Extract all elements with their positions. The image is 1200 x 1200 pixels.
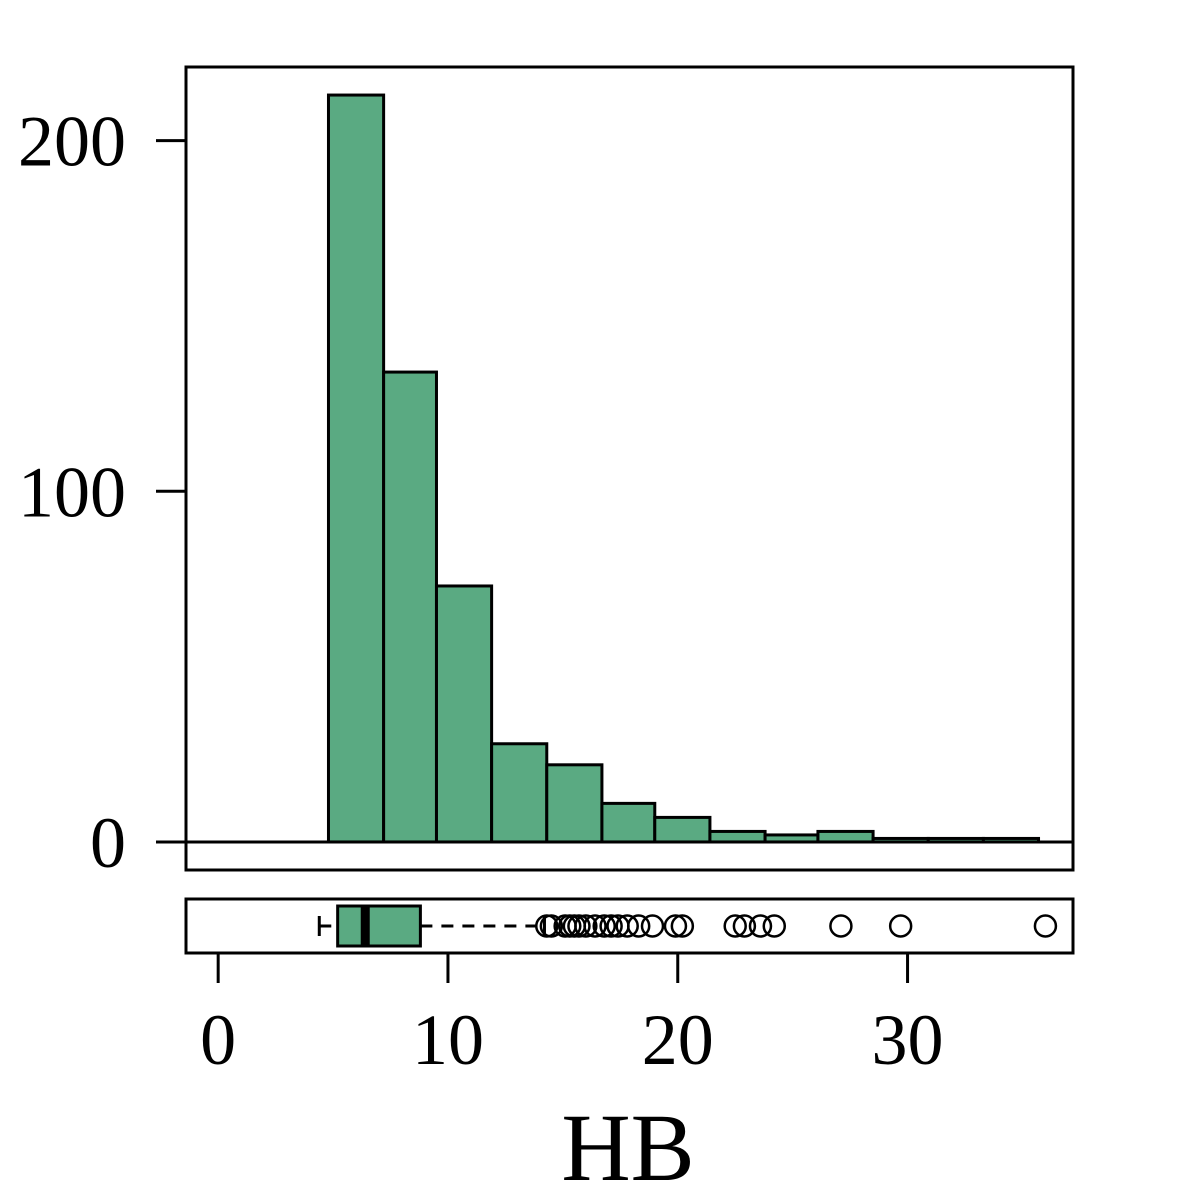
- x-tick-label: 20: [642, 1000, 714, 1080]
- boxplot-outlier: [732, 914, 757, 938]
- y-tick-label: 0: [90, 803, 126, 883]
- histogram-bar: [490, 742, 549, 844]
- boxplot-outlier: [592, 914, 616, 938]
- histogram-bar: [545, 763, 604, 844]
- histogram-bars: [186, 93, 1073, 844]
- x-axis-title: HB: [561, 1094, 694, 1200]
- boxplot-outlier: [626, 914, 651, 938]
- histogram-bar: [326, 93, 386, 844]
- histogram-bar: [708, 829, 767, 844]
- boxplot-outlier: [829, 914, 853, 938]
- boxplot-outlier: [583, 914, 607, 938]
- histogram-bar: [653, 815, 712, 844]
- boxplot-outlier: [762, 914, 787, 938]
- boxplot: [317, 904, 1058, 948]
- x-axis: 0 10 20 30: [200, 951, 944, 1080]
- y-tick-label: 200: [18, 102, 126, 182]
- boxplot-outlier: [567, 914, 591, 938]
- x-tick-label: 10: [412, 1000, 484, 1080]
- boxplot-outlier: [539, 914, 564, 938]
- boxplot-outlier: [574, 914, 598, 938]
- y-tick-label: 100: [18, 452, 126, 532]
- boxplot-outlier: [1033, 914, 1058, 938]
- boxplot-outlier: [723, 914, 747, 938]
- x-tick-label: 30: [872, 1000, 944, 1080]
- boxplot-outlier: [640, 914, 665, 938]
- boxplot-outlier: [599, 914, 623, 938]
- histogram-bar: [434, 584, 494, 844]
- boxplot-outlier: [748, 914, 773, 938]
- x-tick-label: 0: [200, 1000, 236, 1080]
- boxplot-box: [336, 904, 422, 948]
- histogram-bar: [600, 801, 657, 844]
- boxplot-outlier: [888, 914, 913, 938]
- histogram-plot-frame: [184, 65, 1075, 872]
- histogram-bar: [382, 370, 438, 844]
- boxplot-outlier: [615, 914, 639, 938]
- boxplot-outlier: [670, 914, 695, 938]
- boxplot-outlier: [663, 914, 688, 938]
- y-axis: 0 100 200: [18, 102, 186, 883]
- histogram-bar: [816, 829, 875, 844]
